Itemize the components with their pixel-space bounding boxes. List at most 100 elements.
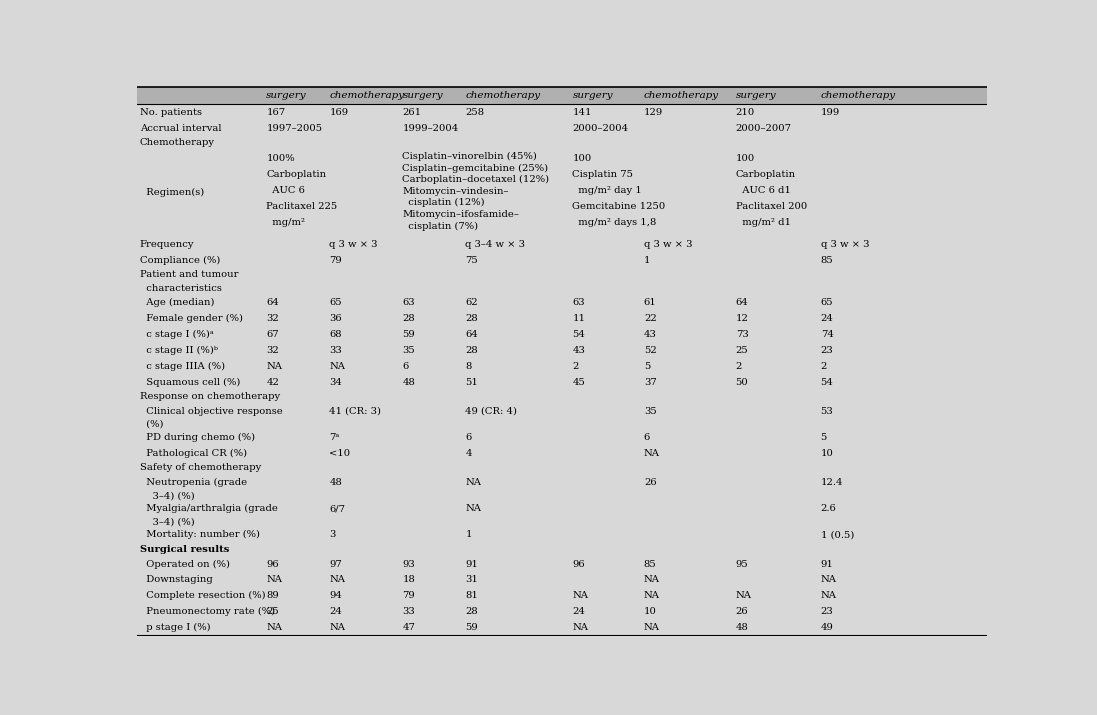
Text: 199: 199	[821, 108, 840, 117]
Text: Frequency: Frequency	[139, 240, 194, 249]
Text: 100: 100	[736, 154, 755, 164]
Text: 3–4) (%): 3–4) (%)	[139, 517, 194, 526]
Text: 45: 45	[573, 378, 586, 387]
Text: 91: 91	[821, 560, 834, 568]
Text: q 3–4 w × 3: q 3–4 w × 3	[465, 240, 525, 249]
Text: c stage II (%)ᵇ: c stage II (%)ᵇ	[139, 346, 217, 355]
Text: surgery: surgery	[403, 91, 443, 100]
Text: 59: 59	[403, 330, 415, 339]
Text: 12.4: 12.4	[821, 478, 844, 487]
Text: 1999–2004: 1999–2004	[403, 124, 459, 132]
Text: 79: 79	[403, 591, 415, 600]
Text: Pneumonectomy rate (%): Pneumonectomy rate (%)	[139, 607, 275, 616]
Text: 8: 8	[465, 362, 472, 370]
Text: 32: 32	[267, 346, 279, 355]
Text: NA: NA	[267, 623, 282, 632]
Text: 11: 11	[573, 314, 586, 323]
Text: 43: 43	[644, 330, 657, 339]
Text: c stage I (%)ᵃ: c stage I (%)ᵃ	[139, 330, 214, 339]
Text: 12: 12	[736, 314, 748, 323]
Text: Complete resection (%): Complete resection (%)	[139, 591, 265, 601]
Text: Cisplatin 75: Cisplatin 75	[573, 170, 633, 179]
Text: 54: 54	[573, 330, 586, 339]
Text: 59: 59	[465, 623, 478, 632]
Text: 63: 63	[573, 298, 585, 307]
Text: 18: 18	[403, 576, 416, 584]
Text: 64: 64	[465, 330, 478, 339]
Text: 96: 96	[573, 560, 585, 568]
Text: 89: 89	[267, 591, 279, 600]
Text: 10: 10	[644, 607, 657, 616]
Text: 53: 53	[821, 407, 834, 416]
Text: 6/7: 6/7	[329, 504, 346, 513]
Text: Paclitaxel 225: Paclitaxel 225	[267, 202, 338, 211]
Text: p stage I (%): p stage I (%)	[139, 623, 211, 632]
Text: NA: NA	[821, 576, 837, 584]
Text: mg/m² days 1,8: mg/m² days 1,8	[573, 217, 657, 227]
Text: 2.6: 2.6	[821, 504, 836, 513]
Text: Cisplatin–gemcitabine (25%): Cisplatin–gemcitabine (25%)	[403, 164, 548, 172]
Text: 65: 65	[821, 298, 834, 307]
Text: 4: 4	[465, 449, 472, 458]
Text: 167: 167	[267, 108, 285, 117]
Text: characteristics: characteristics	[139, 284, 222, 292]
Text: Patient and tumour: Patient and tumour	[139, 270, 238, 280]
Text: q 3 w × 3: q 3 w × 3	[821, 240, 869, 249]
Text: chemotherapy: chemotherapy	[465, 91, 541, 100]
Text: surgery: surgery	[267, 91, 307, 100]
Text: 94: 94	[329, 591, 342, 600]
Text: 3–4) (%): 3–4) (%)	[139, 491, 194, 500]
Text: Safety of chemotherapy: Safety of chemotherapy	[139, 463, 261, 473]
Text: 64: 64	[736, 298, 748, 307]
Text: 54: 54	[821, 378, 834, 387]
Bar	[137, 87, 987, 104]
Text: NA: NA	[736, 591, 751, 600]
Text: Downstaging: Downstaging	[139, 576, 213, 584]
Text: NA: NA	[573, 623, 588, 632]
Text: 7ᵃ: 7ᵃ	[329, 433, 339, 442]
Text: 35: 35	[403, 346, 415, 355]
Text: cisplatin (7%): cisplatin (7%)	[403, 222, 478, 230]
Text: 25: 25	[267, 607, 279, 616]
Text: 63: 63	[403, 298, 415, 307]
Text: 48: 48	[329, 478, 342, 487]
Text: 129: 129	[644, 108, 663, 117]
Text: Response on chemotherapy: Response on chemotherapy	[139, 393, 280, 401]
Text: Female gender (%): Female gender (%)	[139, 314, 242, 323]
Text: 6: 6	[644, 433, 651, 442]
Text: Cisplatin–vinorelbin (45%): Cisplatin–vinorelbin (45%)	[403, 152, 538, 161]
Text: Pathological CR (%): Pathological CR (%)	[139, 449, 247, 458]
Text: chemotherapy: chemotherapy	[821, 91, 896, 100]
Text: 32: 32	[267, 314, 279, 323]
Text: 24: 24	[573, 607, 586, 616]
Text: Carboplatin–docetaxel (12%): Carboplatin–docetaxel (12%)	[403, 175, 550, 184]
Text: mg/m² d1: mg/m² d1	[736, 217, 791, 227]
Text: Surgical results: Surgical results	[139, 545, 229, 554]
Text: 35: 35	[644, 407, 657, 416]
Text: NA: NA	[821, 591, 837, 600]
Text: mg/m²: mg/m²	[267, 217, 305, 227]
Text: Chemotherapy: Chemotherapy	[139, 138, 215, 147]
Text: 28: 28	[465, 346, 478, 355]
Text: <10: <10	[329, 449, 350, 458]
Text: Carboplatin: Carboplatin	[736, 170, 795, 179]
Text: 1: 1	[644, 256, 651, 265]
Text: Operated on (%): Operated on (%)	[139, 559, 229, 568]
Text: 91: 91	[465, 560, 478, 568]
Text: NA: NA	[644, 591, 659, 600]
Text: NA: NA	[465, 478, 482, 487]
Text: 28: 28	[465, 314, 478, 323]
Text: 10: 10	[821, 449, 834, 458]
Text: 2000–2004: 2000–2004	[573, 124, 629, 132]
Text: 41 (CR: 3): 41 (CR: 3)	[329, 407, 382, 416]
Text: 65: 65	[329, 298, 342, 307]
Text: 210: 210	[736, 108, 755, 117]
Text: 49 (CR: 4): 49 (CR: 4)	[465, 407, 518, 416]
Text: 48: 48	[736, 623, 748, 632]
Text: NA: NA	[644, 449, 659, 458]
Text: 2: 2	[573, 362, 579, 370]
Text: 5: 5	[644, 362, 651, 370]
Text: surgery: surgery	[736, 91, 777, 100]
Text: 24: 24	[821, 314, 834, 323]
Text: 51: 51	[465, 378, 478, 387]
